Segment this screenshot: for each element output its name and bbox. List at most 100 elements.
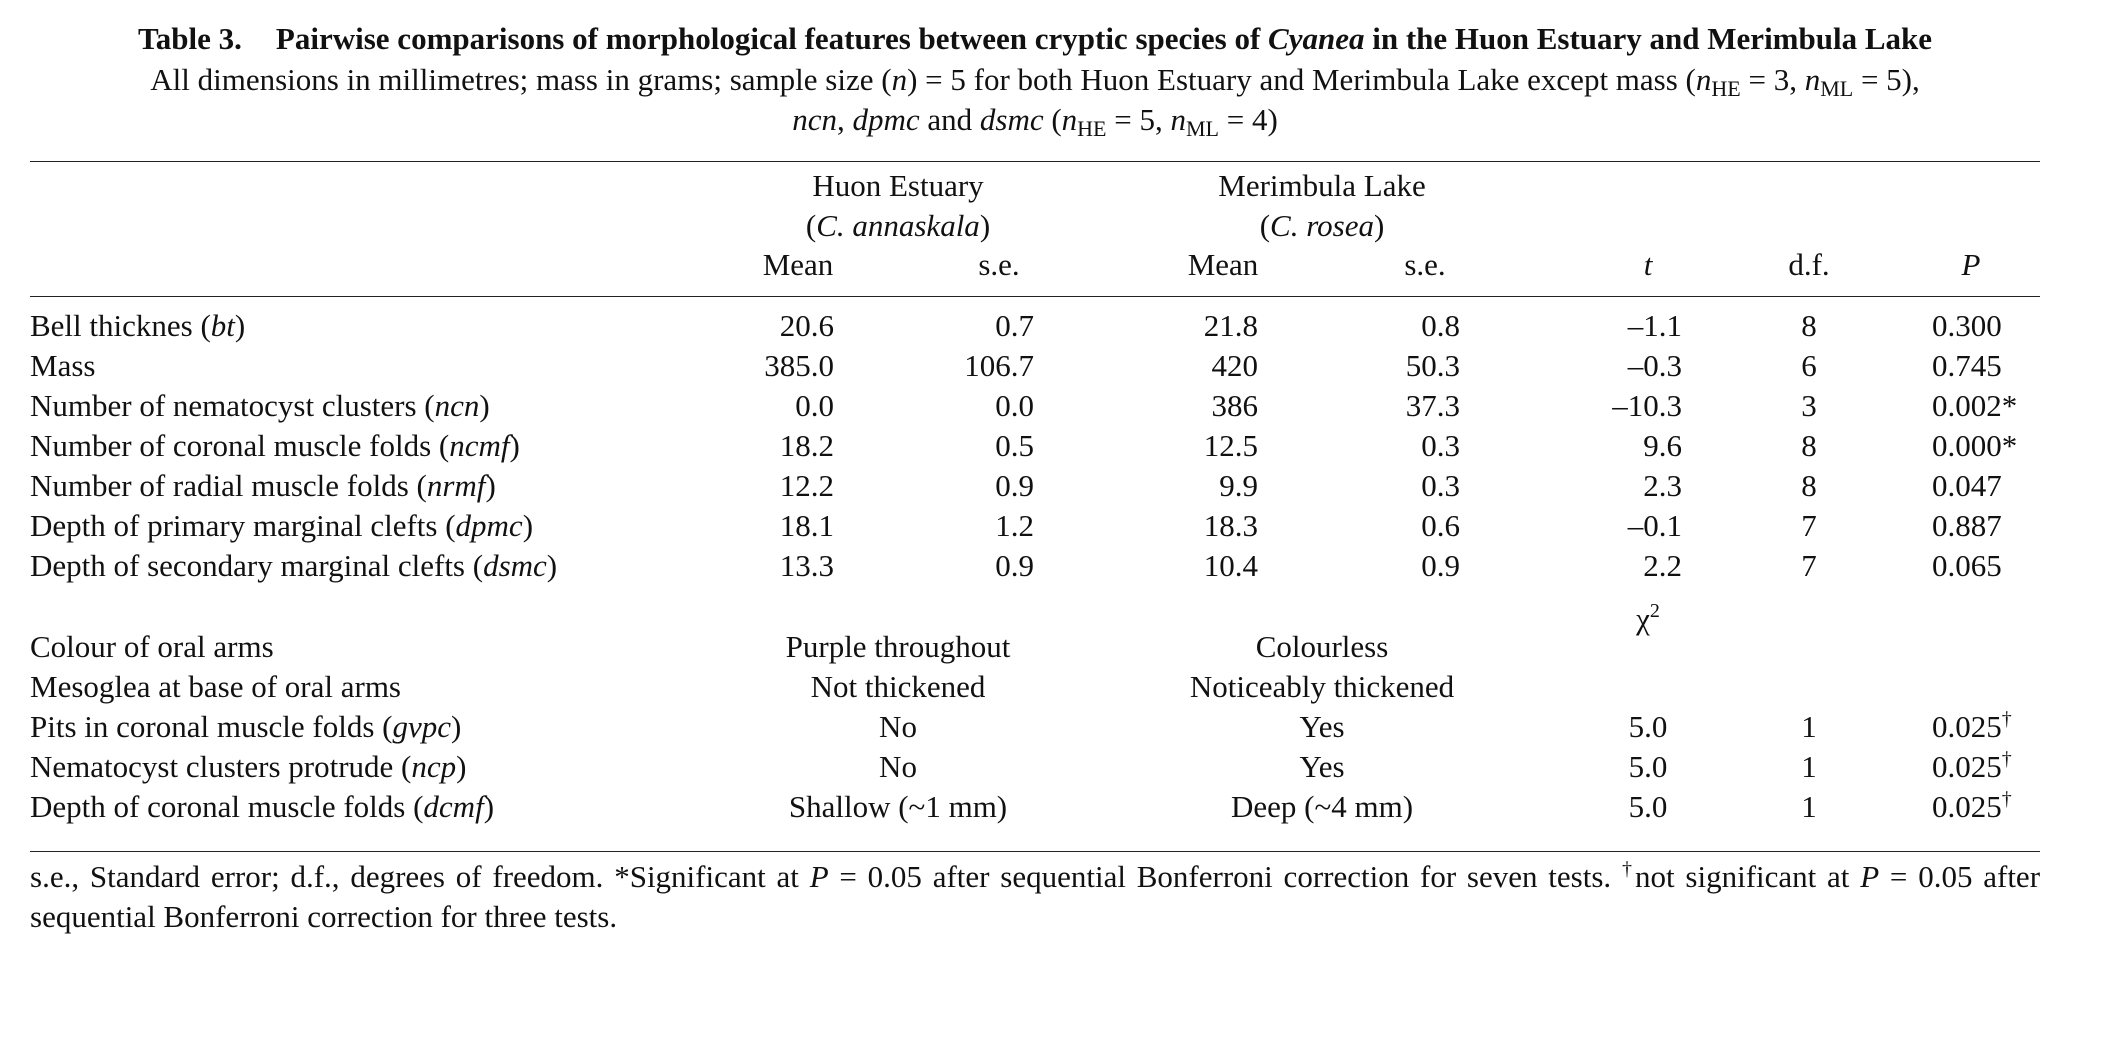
caption-subscript: ML: [1820, 76, 1854, 101]
mean-huon: 0.0: [795, 388, 834, 423]
row-label-text: Nematocyst clusters protrude (: [30, 749, 412, 784]
se-huon: 1.2: [995, 508, 1034, 543]
title-text: Pairwise comparisons of morphological fe…: [275, 21, 1269, 56]
p-value: 0.025†: [1932, 787, 2012, 827]
footnote-var: P: [809, 859, 829, 894]
p-value: 0.065: [1932, 548, 2002, 583]
paren: ): [979, 208, 991, 243]
row-label-text: Number of radial muscle folds (: [30, 468, 427, 503]
df-value: 7: [1801, 508, 1817, 543]
dagger-mark: †: [2001, 748, 2012, 770]
row-label-abbr: ncmf: [449, 428, 510, 463]
chi-square-value: 5.0: [1628, 709, 1668, 744]
row-label: Depth of secondary marginal clefts (dsmc…: [30, 546, 557, 586]
chi-square-header: χ2: [1636, 599, 1660, 639]
p-value-text: 0.025: [1932, 789, 2002, 824]
species-name: C. annaskala: [816, 208, 980, 243]
huon-value: Purple throughout: [785, 629, 1011, 664]
caption-subscript: HE: [1711, 76, 1741, 101]
header-site-merimbula: Merimbula Lake: [1218, 168, 1426, 203]
paren: ): [1373, 208, 1385, 243]
header-se-merimbula: s.e.: [1404, 247, 1446, 282]
header-mean-merimbula: Mean: [1187, 247, 1259, 282]
bottom-rule: [30, 851, 2040, 852]
row-label-close: ): [483, 789, 495, 824]
se-huon: 0.0: [995, 388, 1034, 423]
t-value: –10.3: [1612, 388, 1682, 423]
mean-huon: 20.6: [779, 308, 834, 343]
top-rule: [30, 161, 2040, 162]
df-value: 8: [1801, 428, 1817, 463]
huon-value: No: [879, 749, 917, 784]
row-label-close: ): [456, 749, 467, 784]
p-value: 0.887: [1932, 508, 2002, 543]
p-value-text: 0.025: [1932, 749, 2002, 784]
p-value-text: 0.025: [1932, 709, 2002, 744]
table-label: Table 3.: [137, 21, 242, 56]
se-huon: 106.7: [964, 348, 1034, 383]
mean-huon: 12.2: [779, 468, 834, 503]
row-label-text: Depth of coronal muscle folds (: [30, 789, 424, 824]
mean-huon: 13.3: [779, 548, 834, 583]
row-label-text: Mesoglea at base of oral arms: [30, 669, 402, 704]
row-label: Pits in coronal muscle folds (gvpc): [30, 707, 461, 747]
species-name: C. rosea: [1270, 208, 1374, 243]
row-label: Depth of coronal muscle folds (dcmf): [30, 787, 494, 827]
title-text-end: in the Huon Estuary and Merimbula Lake: [1364, 21, 1933, 56]
header-df: d.f.: [1788, 247, 1830, 282]
row-label: Number of coronal muscle folds (ncmf): [30, 426, 520, 466]
footnote-text: s.e., Standard error; d.f., degrees of f…: [30, 859, 810, 894]
row-label-text: Pits in coronal muscle folds (: [30, 709, 393, 744]
row-label-abbr: ncp: [411, 749, 457, 784]
header-p: P: [1962, 245, 1981, 285]
row-label-text: Bell thicknes (: [30, 308, 211, 343]
footnote-text: not significant at: [1635, 859, 1861, 894]
merimbula-value: Noticeably thickened: [1189, 669, 1455, 704]
row-label: Mesoglea at base of oral arms: [30, 667, 401, 707]
row-label-text: Depth of secondary marginal clefts (: [30, 548, 484, 583]
merimbula-value: Yes: [1299, 749, 1345, 784]
p-value: 0.047: [1932, 468, 2002, 503]
row-label-abbr: dcmf: [423, 789, 484, 824]
t-value: –0.1: [1627, 508, 1682, 543]
row-label-close: ): [485, 468, 496, 503]
mean-huon: 18.1: [779, 508, 834, 543]
df-value: 1: [1801, 789, 1817, 824]
dagger-mark: †: [2001, 708, 2012, 730]
p-value: 0.002*: [1932, 388, 2018, 423]
row-label-close: ): [509, 428, 520, 463]
se-merimbula: 50.3: [1405, 348, 1460, 383]
t-value: –1.1: [1627, 308, 1682, 343]
mean-merimbula: 12.5: [1203, 428, 1258, 463]
mean-merimbula: 21.8: [1203, 308, 1258, 343]
mean-merimbula: 18.3: [1203, 508, 1258, 543]
caption-var: n: [1170, 102, 1186, 137]
p-value: 0.025†: [1932, 747, 2012, 787]
df-value: 3: [1801, 388, 1817, 423]
df-value: 7: [1801, 548, 1817, 583]
header-se-huon: s.e.: [978, 247, 1020, 282]
header-species-merimbula: (C. rosea): [1260, 206, 1385, 246]
mean-merimbula: 9.9: [1219, 468, 1258, 503]
table-footnote: s.e., Standard error; d.f., degrees of f…: [30, 857, 2040, 937]
chi-square-value: 5.0: [1628, 789, 1668, 824]
row-label-text: Depth of primary marginal clefts (: [30, 508, 456, 543]
paren: (: [805, 208, 817, 243]
merimbula-value: Colourless: [1255, 629, 1389, 664]
row-label-text: Colour of oral arms: [30, 629, 274, 664]
df-value: 6: [1801, 348, 1817, 383]
se-merimbula: 0.3: [1421, 468, 1460, 503]
row-label-close: ): [451, 709, 462, 744]
table-caption: All dimensions in millimetres; mass in g…: [30, 60, 2040, 140]
caption-text: = 5),: [1853, 62, 1920, 97]
dagger-mark: †: [2001, 788, 2012, 810]
caption-var: n: [891, 62, 908, 97]
caption-text: ,: [836, 102, 853, 137]
row-label-text: Number of nematocyst clusters (: [30, 388, 435, 423]
t-value: 2.2: [1643, 548, 1682, 583]
caption-text: and: [919, 102, 980, 137]
chi-superscript: 2: [1649, 600, 1660, 622]
row-label-close: ): [522, 508, 534, 543]
paren: (: [1259, 208, 1271, 243]
